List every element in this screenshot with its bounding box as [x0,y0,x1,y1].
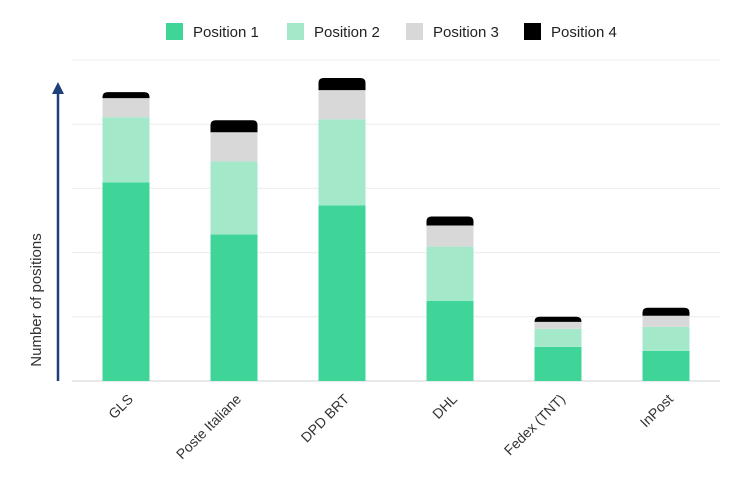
bar-segment [534,328,582,347]
bar-segment [102,182,150,381]
legend: Position 1 Position 2 Position 3 Position 4 [166,23,617,41]
bar-group [318,78,366,381]
bar-segment [426,216,474,226]
bar-segment [210,234,258,381]
bar-segment [318,205,366,381]
legend-swatch [287,23,304,40]
gridlines [72,59,720,382]
bar-segment [534,316,582,322]
legend-item: Position 4 [524,23,617,41]
legend-item: Position 2 [287,23,380,41]
bar-segment [210,120,258,133]
bar-segment [210,161,258,235]
legend-label: Position 3 [433,24,499,41]
legend-swatch [406,23,423,40]
bar-group [642,307,690,381]
bar-segment [534,321,582,329]
bar-group [102,92,150,381]
bar-group [426,216,474,381]
x-tick-label: DHL [429,391,460,422]
bar-segment [102,98,150,118]
x-tick-labels: GLS Poste Italiane DPD BRT DHL Fedex (TNT) In… [105,390,676,462]
bar-segment [642,315,690,327]
legend-item: Position 3 [406,23,499,41]
legend-label: Position 1 [193,24,259,41]
x-tick-label: Fedex (TNT) [501,391,568,458]
x-tick-label: Poste Italiane [173,391,244,462]
bar-segment [102,117,150,183]
bar-segment [318,119,366,206]
bar-segment [210,132,258,162]
bar-segment [318,78,366,91]
legend-swatch [524,23,541,40]
bar-segment [426,225,474,247]
bar-group [534,316,582,381]
x-tick-label: GLS [105,391,136,422]
legend-label: Position 2 [314,24,380,41]
bar-segment [102,92,150,99]
y-axis-arrowhead [52,82,64,94]
legend-item: Position 1 [166,23,259,41]
bar-segment [318,90,366,120]
x-tick-label: DPD BRT [298,390,353,445]
y-axis-label: Number of positions [28,233,45,366]
bar-segment [426,246,474,301]
legend-label: Position 4 [551,24,617,41]
bar-group [210,120,258,381]
bar-segment [642,326,690,351]
bar-segment [642,350,690,381]
x-tick-label: InPost [637,391,676,430]
legend-swatch [166,23,183,40]
bar-segment [426,300,474,381]
bars [102,78,690,381]
bar-segment [534,346,582,381]
bar-segment [642,307,690,316]
